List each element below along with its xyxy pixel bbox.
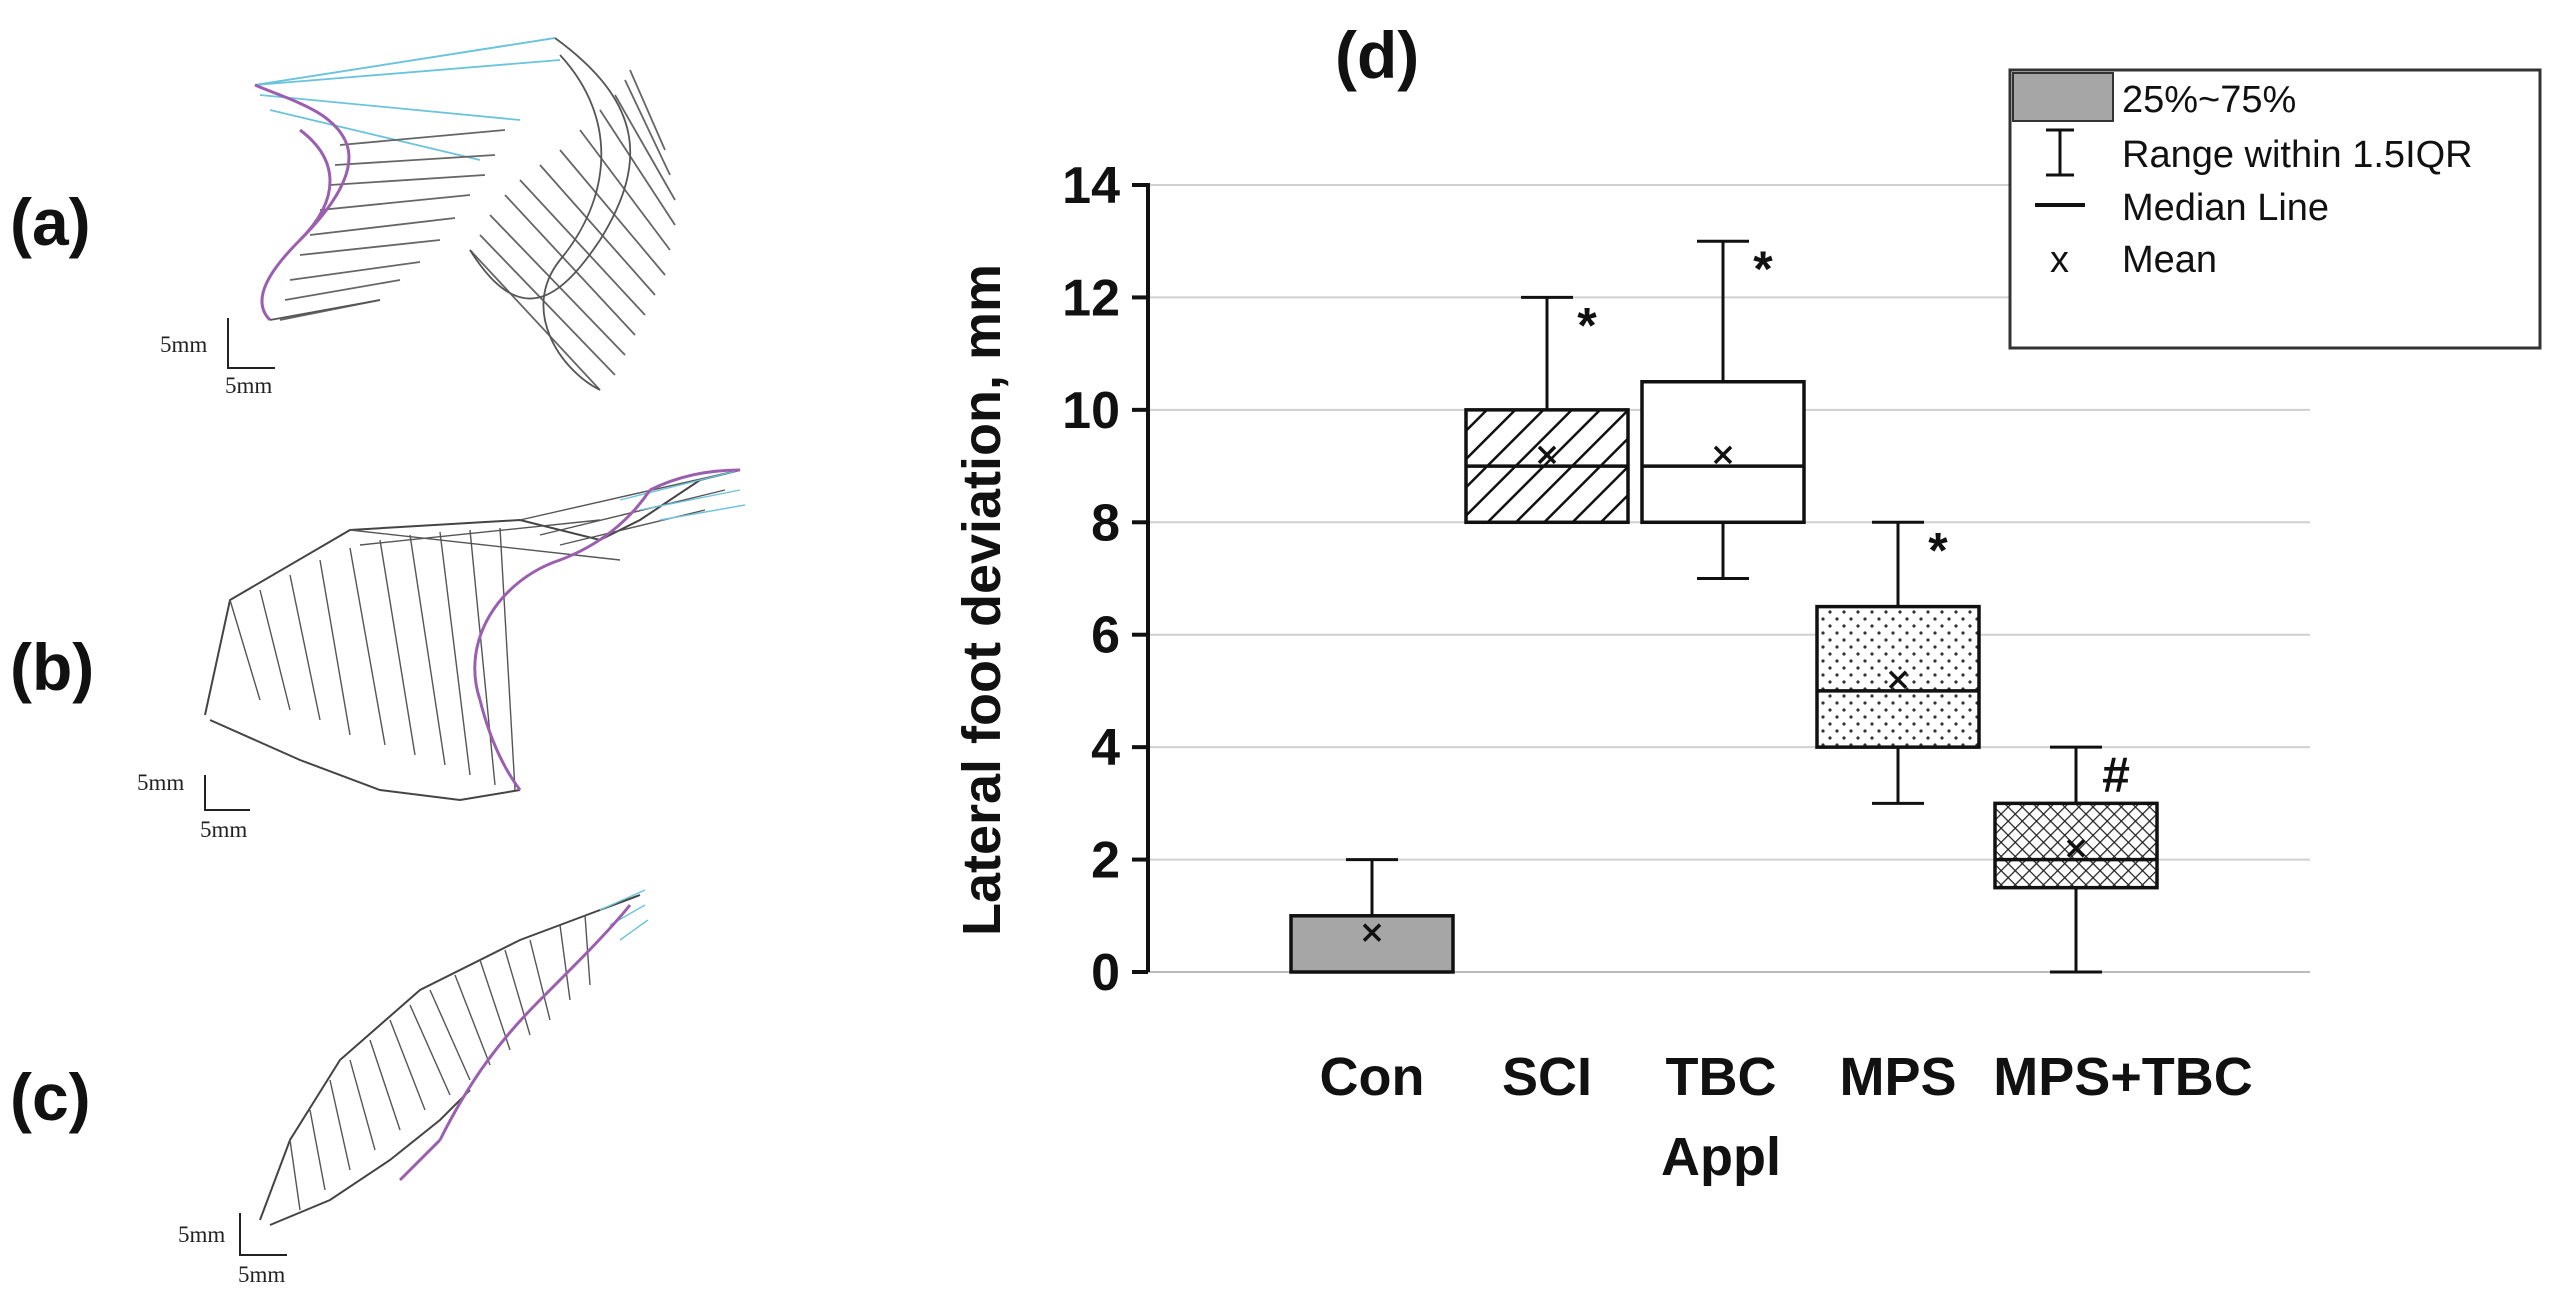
iqr-box — [1640, 380, 1806, 525]
panel-c: (c) 5mm 5mm — [10, 889, 649, 1287]
ytick-label-6: 6 — [1091, 607, 1120, 665]
scale-a-x: 5mm — [225, 373, 272, 398]
category-labels: Con SCI TBC Appl MPS MPS+TBC — [1320, 1047, 2253, 1187]
category-label-3-0: MPS — [1839, 1047, 1956, 1107]
significance-mark: * — [1753, 241, 1773, 297]
box-con — [1289, 858, 1455, 974]
y-axis: 0 2 4 6 8 10 12 14 — [1062, 157, 1150, 1002]
mean-marker — [1888, 670, 1908, 689]
ytick-label-8: 8 — [1091, 494, 1120, 552]
scale-bar-c: 5mm 5mm — [178, 1213, 287, 1287]
mean-marker — [1537, 445, 1557, 465]
category-label-2-0: TBC — [1666, 1047, 1777, 1107]
box-mps: * — [1815, 520, 1981, 805]
box-mps-tbc: # — [1993, 745, 2159, 974]
mean-marker — [1713, 445, 1733, 465]
category-label-2-1: Appl — [1661, 1127, 1781, 1187]
scale-b-x: 5mm — [200, 817, 247, 842]
legend-entry-median: Median Line — [2122, 187, 2329, 229]
significance-mark: * — [1928, 522, 1948, 578]
ytick-label-0: 0 — [1091, 944, 1120, 1002]
scale-bar-b: 5mm 5mm — [137, 770, 250, 842]
legend-mean-symbol: x — [2050, 239, 2069, 281]
mean-marker — [1362, 923, 1382, 942]
panel-b-label: (b) — [10, 630, 94, 704]
legend-entry-mean: Mean — [2122, 239, 2217, 281]
legend-entry-range: Range within 1.5IQR — [2122, 134, 2473, 176]
chart-title: (d) — [1335, 18, 1419, 92]
ytick-label-4: 4 — [1091, 719, 1120, 777]
scale-c-x: 5mm — [238, 1262, 285, 1287]
legend: 25%~75% Range within 1.5IQR Median Line … — [2008, 68, 2542, 350]
panel-c-label: (c) — [10, 1060, 91, 1134]
iqr-box — [1993, 801, 2159, 890]
ytick-label-10: 10 — [1062, 382, 1120, 440]
significance-mark: # — [2102, 747, 2130, 803]
panel-b: (b) 5mm 5mm — [10, 468, 746, 842]
legend-swatch-box — [2012, 72, 2114, 122]
boxplot-chart: (d) Lateral foot deviation, mm 0 2 4 6 8 10 12… — [952, 18, 2542, 1187]
scale-a-y: 5mm — [160, 332, 207, 357]
ytick-label-2: 2 — [1091, 832, 1120, 890]
iqr-box — [1815, 604, 1981, 749]
box-sci: * — [1464, 295, 1630, 525]
category-label-0-0: Con — [1320, 1047, 1425, 1107]
ytick-label-12: 12 — [1062, 269, 1120, 327]
legend-entry-iqr: 25%~75% — [2122, 79, 2296, 121]
legend-whisker-icon — [2046, 128, 2074, 177]
scale-b-y: 5mm — [137, 770, 184, 795]
trajectory-a — [254, 37, 676, 391]
boxes: * * * # — [1289, 239, 2159, 974]
scale-bar-a: 5mm 5mm — [160, 318, 275, 398]
category-label-4-0: MPS+TBC — [1993, 1047, 2253, 1107]
panel-a-label: (a) — [10, 185, 91, 259]
trajectory-b — [204, 468, 746, 802]
mean-marker — [2066, 839, 2086, 858]
box-tbc-appl: * — [1640, 239, 1806, 580]
trajectory-c — [259, 889, 649, 1226]
panel-a: (a) 5mm 5mm — [10, 37, 676, 398]
ytick-label-14: 14 — [1062, 157, 1120, 215]
y-axis-label: Lateral foot deviation, mm — [952, 264, 1012, 936]
category-label-1-0: SCI — [1502, 1047, 1592, 1107]
scale-c-y: 5mm — [178, 1222, 225, 1247]
significance-mark: * — [1577, 297, 1597, 353]
iqr-box — [1289, 914, 1455, 974]
